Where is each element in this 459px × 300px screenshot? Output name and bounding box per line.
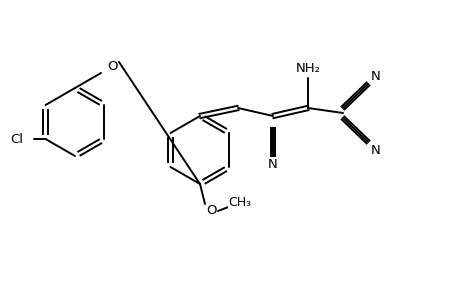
Text: NH₂: NH₂ — [295, 61, 320, 74]
Text: O: O — [206, 203, 217, 217]
Text: N: N — [370, 143, 380, 157]
Text: O: O — [107, 59, 118, 73]
Text: N: N — [268, 158, 277, 170]
Text: CH₃: CH₃ — [228, 196, 251, 208]
Text: N: N — [370, 70, 380, 83]
Text: Cl: Cl — [11, 133, 23, 146]
